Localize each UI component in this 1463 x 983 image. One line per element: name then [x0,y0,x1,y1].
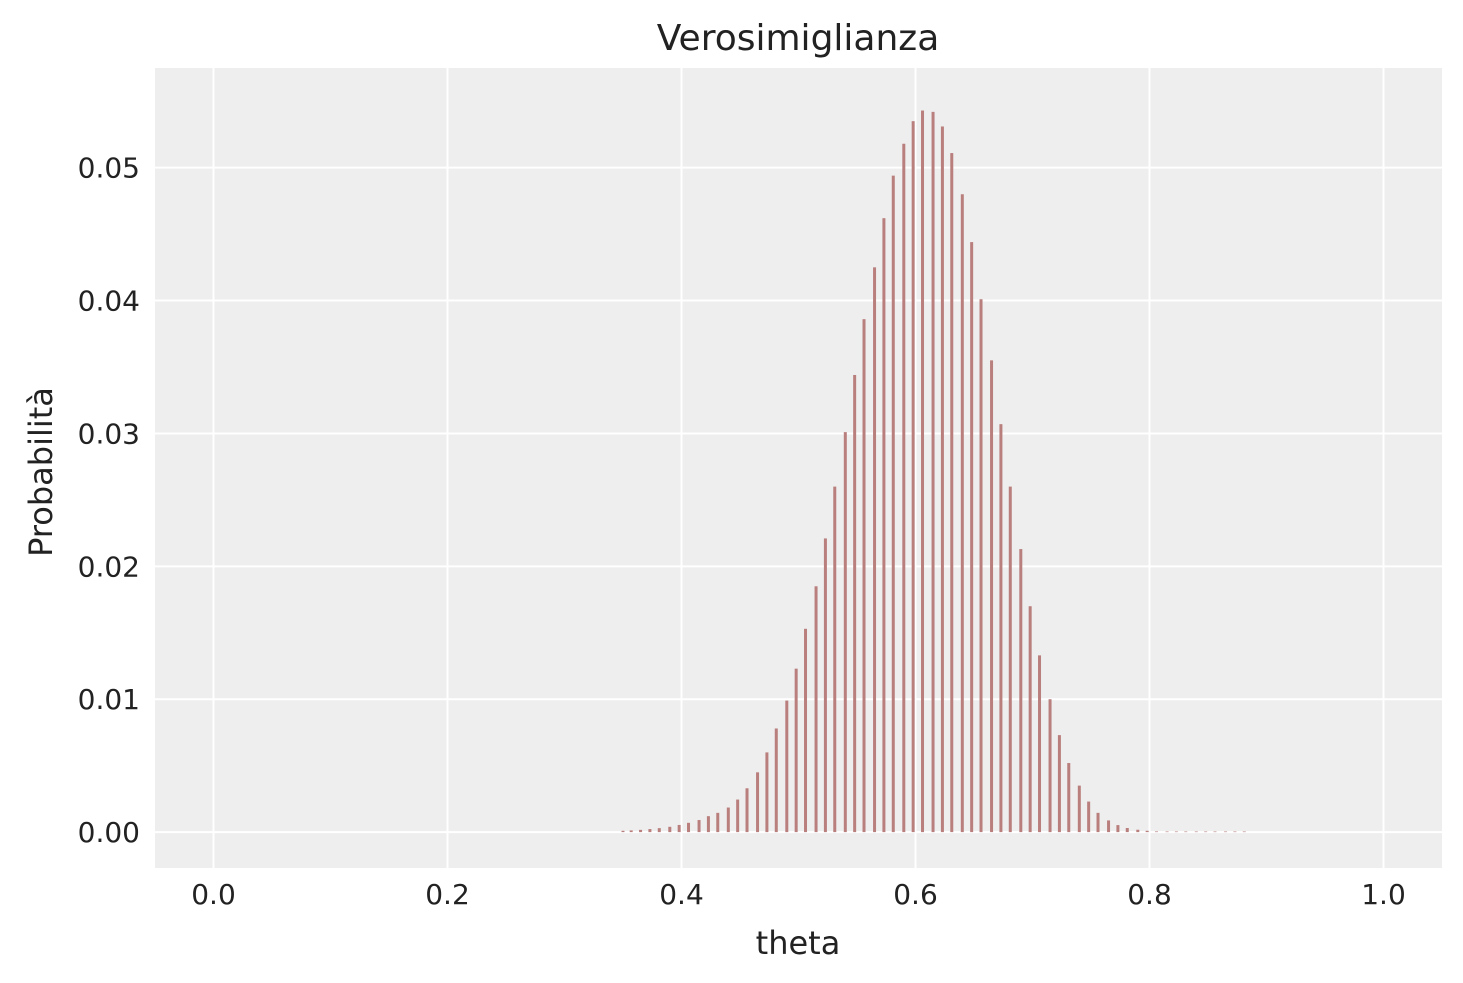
x-tick-label: 0.8 [1127,878,1172,911]
bar [1096,812,1100,833]
bar [1194,831,1198,833]
bar [931,111,935,833]
bar [756,772,760,833]
x-tick-label: 0.2 [425,878,470,911]
x-tick-label: 0.6 [893,878,938,911]
bar [1116,825,1120,833]
bar [1184,831,1188,833]
x-tick-label: 0.4 [659,878,704,911]
bar [804,628,808,833]
bar [716,812,720,833]
bar [1008,486,1012,833]
bar [882,218,886,833]
bar [1077,785,1081,833]
bar [1204,831,1208,833]
bar [979,299,983,833]
bar [629,830,633,833]
bar [1136,829,1140,833]
bar [668,826,672,833]
y-tick-labels: 0.00 0.01 0.02 0.03 0.04 0.05 [78,152,140,849]
y-tick-label: 0.03 [78,417,140,450]
bar [1107,820,1111,833]
bar [960,194,964,833]
bar [950,153,954,833]
x-tick-labels: 0.0 0.2 0.4 0.6 0.8 1.0 [191,878,1406,911]
x-tick-label: 1.0 [1361,878,1406,911]
y-tick-label: 0.04 [78,285,140,318]
bar [990,360,994,833]
bar [940,126,944,833]
y-tick-label: 0.05 [78,152,140,185]
bar [853,374,857,833]
bar [657,828,661,833]
bar [911,121,915,833]
bar [706,816,710,833]
x-axis-label: theta [756,924,841,962]
y-tick-label: 0.00 [78,816,140,849]
bar [843,432,847,833]
bar [1067,763,1071,833]
bar [814,586,818,833]
bar [1155,831,1159,833]
bar [891,175,895,833]
bar [873,267,877,833]
bar [726,807,730,833]
x-tick-label: 0.0 [191,878,236,911]
bar [833,486,837,833]
bar [1048,699,1052,833]
bar [970,242,974,833]
bar [774,728,778,833]
bar [648,829,652,833]
bar [639,829,643,833]
y-tick-label: 0.01 [78,683,140,716]
bar [1028,606,1032,833]
bar [921,110,925,833]
bar [862,319,866,833]
bar [1165,831,1169,833]
bar [697,820,701,833]
bar [1125,828,1129,833]
y-axis-label: Probabilità [22,387,60,557]
bar [1174,831,1178,833]
bar [1224,831,1228,833]
bar [687,822,691,833]
bar [1242,831,1246,833]
bar [677,824,681,833]
y-tick-label: 0.02 [78,550,140,583]
bars-group [621,110,1246,833]
bar [1019,549,1023,833]
bar [1038,655,1042,833]
chart-title: Verosimiglianza [657,18,940,59]
bar [736,799,740,833]
bar [1057,735,1061,833]
bar [1087,801,1091,833]
bar [999,424,1003,833]
bar [1145,830,1149,833]
grid-lines [155,68,1442,868]
bar [794,668,798,833]
bar [902,143,906,833]
plot-background [155,68,1442,868]
bar [1233,831,1237,833]
bar [785,700,789,833]
bar [1213,831,1217,833]
bar [765,752,769,833]
bar [745,788,749,833]
bar [823,538,827,833]
bar [621,830,625,833]
